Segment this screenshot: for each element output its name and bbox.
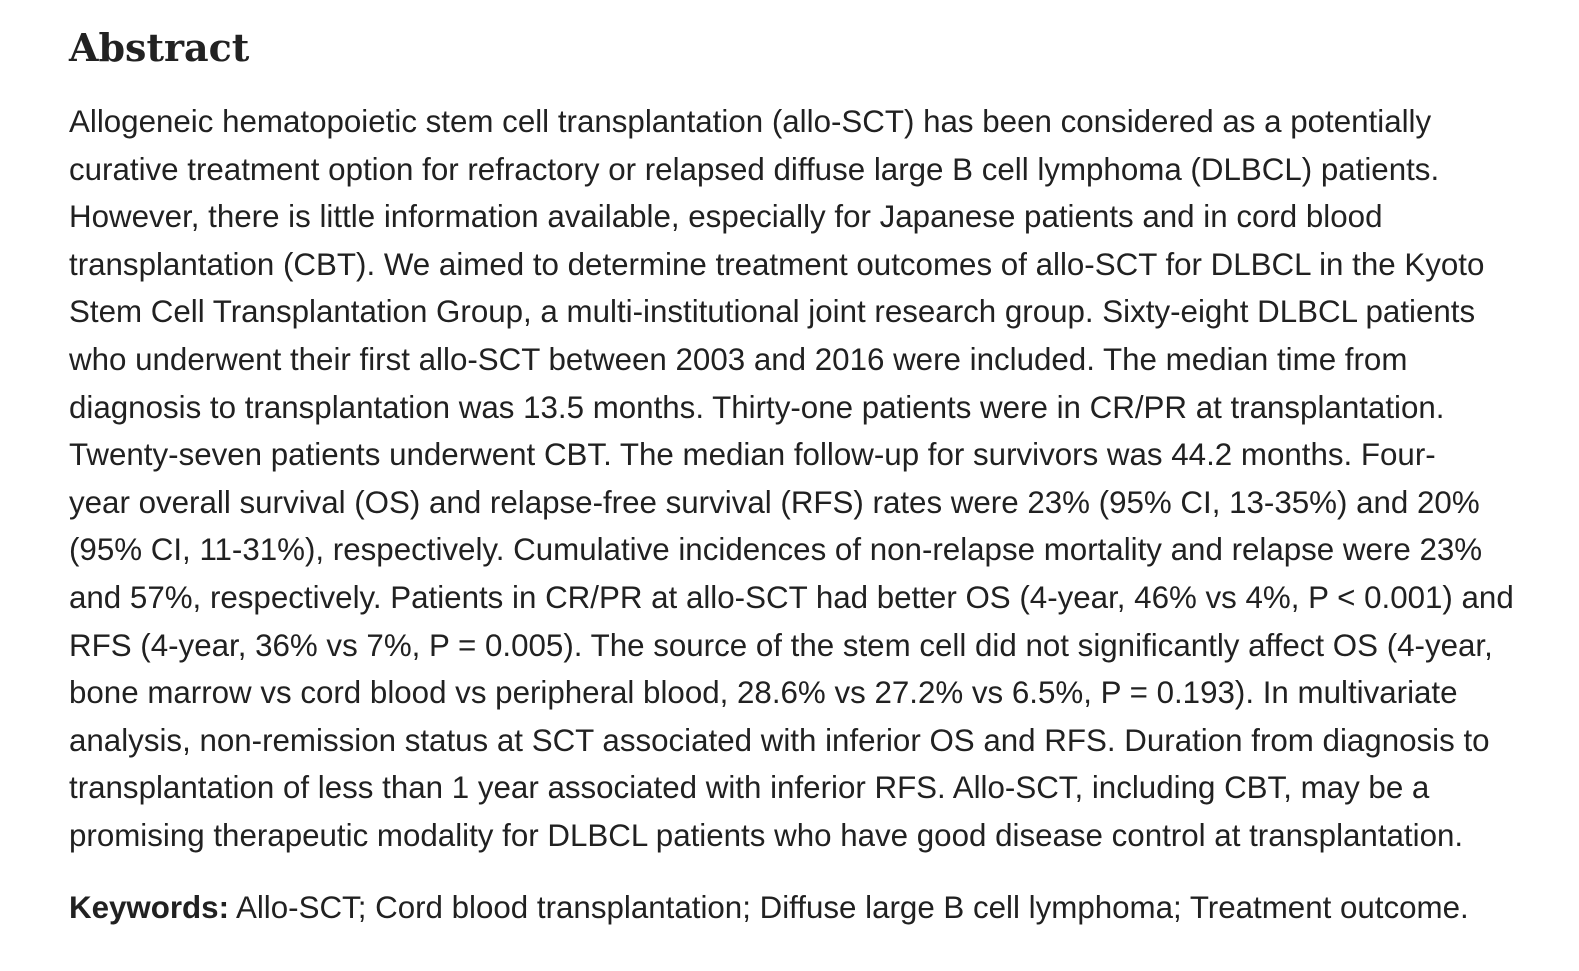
abstract-line: RFS (4-year, 36% vs 7%, P = 0.005). The …	[69, 627, 1493, 663]
abstract-line: who underwent their first allo-SCT betwe…	[69, 341, 1408, 377]
abstract-line: year overall survival (OS) and relapse-f…	[69, 484, 1480, 520]
abstract-line: curative treatment option for refractory…	[69, 151, 1440, 187]
abstract-line: Stem Cell Transplantation Group, a multi…	[69, 294, 1476, 330]
abstract-line: diagnosis to transplantation was 13.5 mo…	[69, 389, 1445, 425]
abstract-line: bone marrow vs cord blood vs peripheral …	[69, 675, 1458, 711]
abstract-line: transplantation (CBT). We aimed to deter…	[69, 246, 1485, 282]
keywords-text: Allo-SCT; Cord blood transplantation; Di…	[229, 889, 1469, 925]
abstract-section: Abstract Allogeneic hematopoietic stem c…	[69, 22, 1514, 932]
abstract-line: and 57%, respectively. Patients in CR/PR…	[69, 579, 1514, 615]
abstract-line: Allogeneic hematopoietic stem cell trans…	[69, 104, 1432, 139]
abstract-line: promising therapeutic modality for DLBCL…	[69, 817, 1464, 853]
abstract-heading: Abstract	[69, 25, 250, 70]
abstract-body: Allogeneic hematopoietic stem cell trans…	[69, 98, 1514, 860]
abstract-line: transplantation of less than 1 year asso…	[69, 770, 1430, 806]
abstract-line: Twenty-seven patients underwent CBT. The…	[69, 437, 1436, 473]
keywords-label: Keywords:	[69, 889, 229, 925]
abstract-line: (95% CI, 11-31%), respectively. Cumulati…	[69, 532, 1483, 568]
abstract-line: analysis, non-remission status at SCT as…	[69, 722, 1490, 758]
abstract-line: However, there is little information ava…	[69, 199, 1383, 235]
keywords: Keywords: Allo-SCT; Cord blood transplan…	[69, 884, 1509, 932]
